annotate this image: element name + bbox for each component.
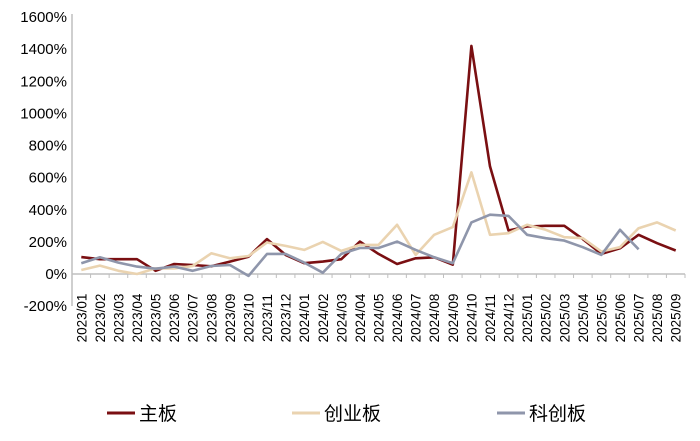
series-line-1	[81, 171, 677, 276]
series-line-2	[80, 213, 640, 278]
x-tick-label: 2024/11	[483, 294, 498, 342]
x-tick-label: 2023/07	[186, 294, 201, 343]
y-tick-label: 1000%	[20, 105, 67, 122]
x-tick-label: 2023/04	[130, 293, 145, 342]
x-tick-label: 2023/02	[93, 294, 108, 343]
legend: 主板 创业板 科创板	[107, 403, 586, 425]
x-tick-label: 2024/10	[464, 294, 479, 343]
y-tick-label: 200%	[29, 234, 67, 251]
x-tick-label: 2025/03	[557, 294, 572, 343]
legend-label: 主板	[139, 403, 177, 425]
x-tick-label: 2023/03	[111, 294, 126, 343]
y-tick-label: 1600%	[20, 9, 67, 26]
x-tick-label: 2024/08	[427, 294, 442, 343]
x-tick-label: 2023/05	[149, 294, 164, 343]
y-tick-label: 1400%	[20, 41, 67, 58]
y-tick-label: 400%	[29, 202, 67, 219]
x-tick-label: 2025/02	[539, 294, 554, 343]
x-tick-label: 2023/01	[74, 294, 89, 343]
x-tick-label: 2024/07	[409, 294, 424, 343]
y-tick-label: 800%	[29, 138, 67, 155]
x-tick-label: 2025/06	[613, 294, 628, 343]
x-tick-label: 2023/11	[260, 294, 275, 342]
x-tick-label: 2025/07	[632, 294, 647, 343]
legend-label: 创业板	[324, 403, 381, 425]
y-tick-label: 1200%	[20, 73, 67, 90]
y-axis: -200% 0% 200% 400% 600% 800% 1000% 1200% 1400% 16…	[20, 9, 73, 315]
x-tick-label: 2024/09	[446, 294, 461, 343]
y-tick-label: 0%	[45, 266, 67, 283]
x-tick-label: 2025/04	[576, 293, 591, 342]
x-tick-label: 2024/06	[390, 294, 405, 343]
series-lines	[80, 44, 677, 278]
x-tick-label: 2025/09	[669, 294, 684, 343]
y-tick-label: -200%	[24, 298, 67, 315]
x-tick-label: 2025/01	[520, 294, 535, 343]
x-tick-label: 2023/06	[167, 294, 182, 343]
x-tick-label: 2024/02	[316, 294, 331, 343]
x-axis: 2023/01 2023/02 2023/03 2023/04 2023/05 2023/…	[71, 273, 686, 343]
x-tick-label: 2023/10	[241, 294, 256, 343]
x-tick-label: 2023/09	[223, 294, 238, 343]
x-tick-label: 2025/08	[650, 294, 665, 343]
x-tick-label: 2025/05	[594, 294, 609, 343]
x-tick-label: 2024/03	[334, 294, 349, 343]
x-tick-label: 2024/01	[297, 294, 312, 343]
x-tick-label: 2024/04	[353, 293, 368, 342]
legend-label: 科创板	[529, 403, 586, 425]
x-tick-label: 2023/12	[279, 294, 294, 343]
x-tick-label: 2023/08	[204, 294, 219, 343]
x-tick-label: 2024/12	[502, 294, 517, 343]
series-line-0	[81, 44, 677, 273]
x-tick-label: 2024/05	[372, 294, 387, 343]
y-tick-label: 600%	[29, 170, 67, 187]
